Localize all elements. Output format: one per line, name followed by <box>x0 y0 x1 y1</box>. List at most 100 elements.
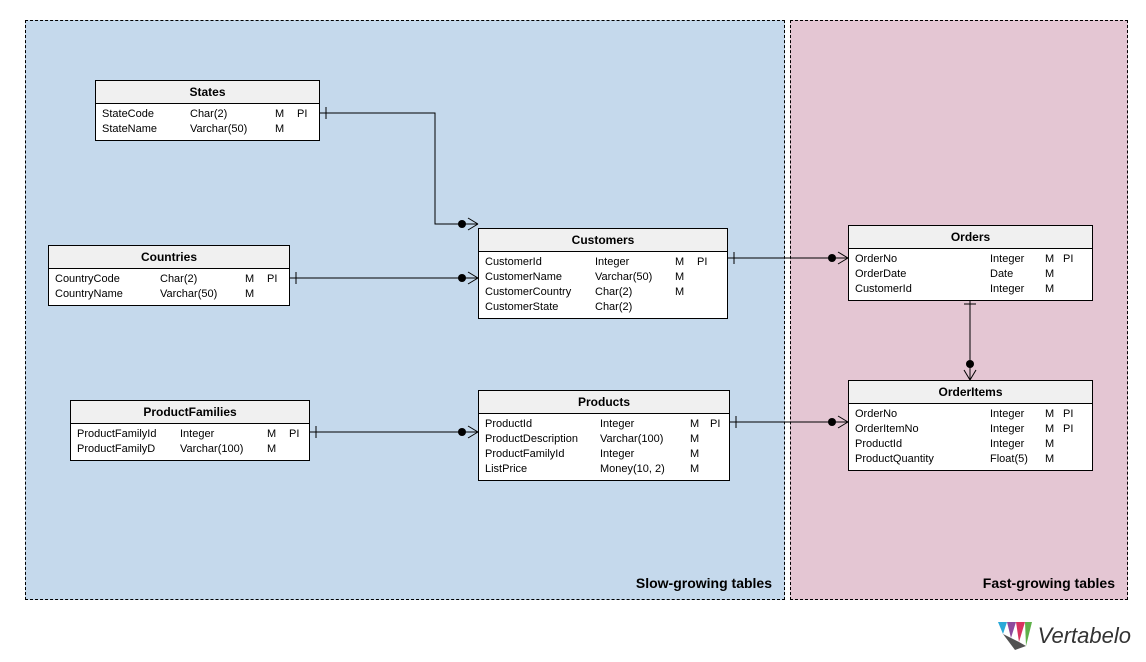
column-flag-mandatory: M <box>1045 252 1063 267</box>
column-name: ProductId <box>485 417 600 432</box>
region-slow-label: Slow-growing tables <box>636 575 772 591</box>
column-flag-mandatory: M <box>275 122 297 137</box>
entity-title: ProductFamilies <box>71 401 309 424</box>
column-flag-key: PI <box>1063 252 1081 267</box>
entity-column-row: CountryCodeChar(2)MPI <box>55 272 283 287</box>
column-type: Float(5) <box>990 452 1045 467</box>
column-flag-key <box>267 287 285 302</box>
entity-order-items: OrderItemsOrderNoIntegerMPIOrderItemNoIn… <box>848 380 1093 471</box>
column-name: StateCode <box>102 107 190 122</box>
entity-title: Products <box>479 391 729 414</box>
entity-states: StatesStateCodeChar(2)MPIStateNameVarcha… <box>95 80 320 141</box>
column-flag-mandatory: M <box>690 417 710 432</box>
column-flag-key <box>710 447 728 462</box>
column-flag-key: PI <box>710 417 728 432</box>
column-type: Money(10, 2) <box>600 462 690 477</box>
column-type: Integer <box>990 252 1045 267</box>
column-flag-mandatory: M <box>1045 267 1063 282</box>
column-flag-key: PI <box>1063 407 1081 422</box>
column-flag-mandatory: M <box>1045 452 1063 467</box>
entity-orders: OrdersOrderNoIntegerMPIOrderDateDateMCus… <box>848 225 1093 301</box>
column-name: ProductFamilyId <box>77 427 180 442</box>
entity-column-row: CustomerIdIntegerM <box>855 282 1086 297</box>
column-type: Varchar(100) <box>180 442 267 457</box>
column-flag-key <box>710 462 728 477</box>
column-flag-key <box>1063 282 1081 297</box>
column-flag-key <box>1063 452 1081 467</box>
column-flag-key <box>697 285 715 300</box>
column-name: CustomerName <box>485 270 595 285</box>
entity-countries: Countries CountryCodeChar(2)MPICountryNam… <box>48 245 290 306</box>
region-fast-growing: Fast-growing tables <box>790 20 1128 600</box>
column-name: CustomerState <box>485 300 595 315</box>
entity-title: Countries <box>49 246 289 269</box>
column-name: ProductFamilyD <box>77 442 180 457</box>
entity-body: ProductFamilyIdIntegerMPIProductFamilyDV… <box>71 424 309 460</box>
entity-column-row: StateNameVarchar(50)M <box>102 122 313 137</box>
column-flag-mandatory: M <box>675 270 697 285</box>
column-flag-mandatory: M <box>245 272 267 287</box>
column-type: Varchar(50) <box>190 122 275 137</box>
entity-column-row: ListPriceMoney(10, 2)M <box>485 462 723 477</box>
entity-product-families: ProductFamiliesProductFamilyIdIntegerMPI… <box>70 400 310 461</box>
entity-column-row: ProductIdIntegerM <box>855 437 1086 452</box>
entity-column-row: OrderItemNoIntegerMPI <box>855 422 1086 437</box>
column-type: Integer <box>600 447 690 462</box>
entity-customers: CustomersCustomerIdIntegerMPICustomerNam… <box>478 228 728 319</box>
column-flag-key <box>289 442 307 457</box>
column-flag-mandatory: M <box>1045 422 1063 437</box>
column-type: Integer <box>990 407 1045 422</box>
column-flag-key: PI <box>267 272 285 287</box>
column-flag-key: PI <box>697 255 715 270</box>
entity-column-row: ProductFamilyDVarchar(100)M <box>77 442 303 457</box>
entity-body: ProductIdIntegerMPIProductDescriptionVar… <box>479 414 729 480</box>
column-type: Date <box>990 267 1045 282</box>
column-type: Integer <box>595 255 675 270</box>
entity-title: Orders <box>849 226 1092 249</box>
entity-title: OrderItems <box>849 381 1092 404</box>
column-flag-mandatory: M <box>245 287 267 302</box>
column-name: ProductFamilyId <box>485 447 600 462</box>
column-name: OrderNo <box>855 252 990 267</box>
entity-title: States <box>96 81 319 104</box>
column-flag-mandatory: M <box>675 285 697 300</box>
entity-body: OrderNoIntegerMPIOrderDateDateMCustomerI… <box>849 249 1092 300</box>
entity-column-row: CustomerIdIntegerMPI <box>485 255 721 270</box>
column-flag-mandatory: M <box>267 442 289 457</box>
entity-column-row: ProductQuantityFloat(5)M <box>855 452 1086 467</box>
entity-column-row: ProductFamilyIdIntegerM <box>485 447 723 462</box>
vertabelo-logo: Vertabelo <box>998 622 1131 650</box>
column-type: Integer <box>180 427 267 442</box>
column-flag-mandatory: M <box>690 462 710 477</box>
entity-column-row: ProductDescriptionVarchar(100)M <box>485 432 723 447</box>
entity-column-row: CustomerNameVarchar(50)M <box>485 270 721 285</box>
column-type: Integer <box>990 437 1045 452</box>
column-name: OrderDate <box>855 267 990 282</box>
entity-column-row: ProductIdIntegerMPI <box>485 417 723 432</box>
column-flag-mandatory: M <box>690 432 710 447</box>
column-flag-key <box>710 432 728 447</box>
entity-column-row: CustomerStateChar(2) <box>485 300 721 315</box>
entity-column-row: OrderDateDateM <box>855 267 1086 282</box>
column-type: Integer <box>600 417 690 432</box>
column-type: Char(2) <box>190 107 275 122</box>
column-flag-key <box>1063 267 1081 282</box>
column-name: CustomerCountry <box>485 285 595 300</box>
entity-body: StateCodeChar(2)MPIStateNameVarchar(50)M <box>96 104 319 140</box>
column-name: OrderItemNo <box>855 422 990 437</box>
column-type: Varchar(50) <box>595 270 675 285</box>
column-flag-key: PI <box>297 107 315 122</box>
entity-column-row: StateCodeChar(2)MPI <box>102 107 313 122</box>
column-flag-mandatory: M <box>1045 407 1063 422</box>
column-type: Integer <box>990 422 1045 437</box>
column-flag-mandatory: M <box>1045 282 1063 297</box>
region-fast-label: Fast-growing tables <box>983 575 1115 591</box>
column-type: Char(2) <box>595 300 675 315</box>
column-name: CountryName <box>55 287 160 302</box>
entity-products: ProductsProductIdIntegerMPIProductDescri… <box>478 390 730 481</box>
column-flag-key <box>697 300 715 315</box>
vertabelo-logo-icon <box>998 622 1032 650</box>
vertabelo-logo-text: Vertabelo <box>1038 623 1131 649</box>
column-name: ProductQuantity <box>855 452 990 467</box>
column-flag-mandatory: M <box>675 255 697 270</box>
